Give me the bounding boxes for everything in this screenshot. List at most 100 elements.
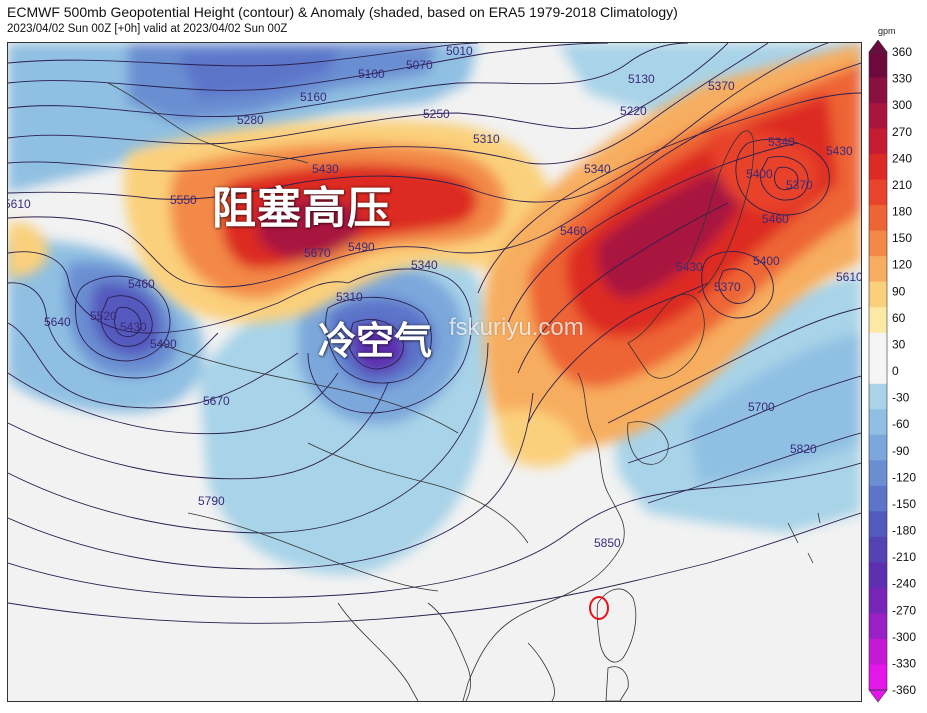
contour-label: 5670 (203, 394, 230, 408)
contour-label: 5670 (304, 246, 331, 260)
colorbar-segment (869, 52, 887, 79)
contour-label: 5370 (708, 79, 735, 93)
contour-labels: 5010 5070 5100 5160 5280 5250 5310 5430 … (8, 44, 861, 550)
positive-anomaly-shading (8, 43, 861, 467)
contour-label: 5460 (128, 277, 155, 291)
coastlines (107, 82, 821, 701)
colorbar-tick-label: 330 (892, 72, 912, 86)
colorbar: 360 330 300 270 240 210 180 150 120 90 60 30 0 -30 -60… (867, 39, 927, 708)
colorbar-tick-label: 60 (892, 311, 906, 325)
contour-label: 5460 (560, 224, 587, 238)
colorbar-tick-label: 0 (892, 364, 899, 378)
colorbar-tick-label: -150 (892, 497, 916, 511)
colorbar-min-arrow (868, 689, 888, 703)
contour-label: 5340 (584, 162, 611, 176)
height-contours (8, 43, 861, 624)
contour-label: 5430 (676, 260, 703, 274)
contour-label: 5310 (336, 290, 363, 304)
contour-label: 5430 (826, 144, 853, 158)
contour-label: 5010 (446, 44, 473, 58)
colorbar-segment (869, 256, 887, 283)
colorbar-segment (869, 154, 887, 181)
colorbar-segment (869, 434, 887, 461)
contour-label: 5430 (312, 162, 339, 176)
colorbar-segment (869, 281, 887, 308)
colorbar-segment (869, 307, 887, 334)
colorbar-tick-label: 360 (892, 45, 912, 59)
colorbar-tick-label: 30 (892, 337, 906, 351)
contour-label: 5490 (348, 240, 375, 254)
contour-label: 5400 (746, 167, 773, 181)
contour-label: 5220 (620, 104, 647, 118)
colorbar-tick-label: -120 (892, 470, 916, 484)
colorbar-tick-label: 120 (892, 258, 912, 272)
contour-label: 5160 (300, 90, 327, 104)
contour-label: 5460 (762, 212, 789, 226)
colorbar-tick-label: -240 (892, 577, 916, 591)
watermark: fskuriyu.com (449, 314, 584, 341)
colorbar-tick-label: 240 (892, 151, 912, 165)
colorbar-segment (869, 205, 887, 232)
colorbar-segment (869, 664, 887, 691)
colorbar-tick-label: 270 (892, 125, 912, 139)
chart-title: ECMWF 500mb Geopotential Height (contour… (7, 4, 678, 20)
red-circle-marker (589, 596, 609, 620)
colorbar-segment (869, 77, 887, 104)
colorbar-segment (869, 128, 887, 155)
colorbar-tick-label: 210 (892, 178, 912, 192)
colorbar-max-arrow (868, 39, 888, 53)
contour-label: 5790 (198, 494, 225, 508)
colorbar-tick-label: -210 (892, 550, 916, 564)
colorbar-segment (869, 613, 887, 640)
contour-label: 5610 (8, 197, 31, 211)
colorbar-tick-label: -300 (892, 630, 916, 644)
colorbar-segment (869, 562, 887, 589)
contour-label: 5700 (748, 400, 775, 414)
cold-air-label: 冷空气 (318, 319, 433, 363)
colorbar-tick-label: -270 (892, 603, 916, 617)
colorbar-tick-label: -90 (892, 444, 910, 458)
colorbar-tick-label: -330 (892, 656, 916, 670)
chart-subtitle: 2023/04/02 Sun 00Z [+0h] valid at 2023/0… (7, 23, 288, 35)
contour-label: 5070 (406, 58, 433, 72)
contour-label: 5340 (768, 135, 795, 149)
contour-label: 5640 (44, 315, 71, 329)
colorbar-border (868, 51, 888, 691)
colorbar-segment (869, 103, 887, 130)
contour-label: 5280 (237, 113, 264, 127)
contour-label: 5520 (90, 309, 117, 323)
colorbar-tick-label: -360 (892, 683, 916, 697)
contour-label: 5100 (358, 67, 385, 81)
colorbar-tick-label: 300 (892, 98, 912, 112)
colorbar-segment (869, 383, 887, 410)
contour-label: 5400 (753, 254, 780, 268)
contour-label: 5430 (120, 320, 147, 334)
blocking-high-label: 阻塞高压 (212, 183, 392, 234)
contour-label: 5370 (786, 178, 813, 192)
colorbar-segment (869, 409, 887, 436)
contour-label: 5550 (170, 193, 197, 207)
colorbar-tick-label: -180 (892, 524, 916, 538)
contour-label: 5490 (150, 337, 177, 351)
weather-map: 5010 5070 5100 5160 5280 5250 5310 5430 … (7, 42, 862, 702)
contour-label: 5340 (411, 258, 438, 272)
colorbar-segment (869, 332, 887, 359)
contour-label: 5250 (423, 107, 450, 121)
colorbar-segment (869, 179, 887, 206)
colorbar-tick-label: -60 (892, 417, 910, 431)
contour-label: 5610 (836, 270, 861, 284)
colorbar-segment (869, 358, 887, 385)
colorbar-segment (869, 460, 887, 487)
colorbar-segment (869, 536, 887, 563)
contour-label: 5130 (628, 72, 655, 86)
contour-label: 5820 (790, 442, 817, 456)
colorbar-tick-label: 180 (892, 205, 912, 219)
colorbar-tick-label: 90 (892, 284, 906, 298)
colorbar-segment (869, 587, 887, 614)
colorbar-segment (869, 638, 887, 665)
contour-label: 5370 (714, 280, 741, 294)
colorbar-tick-label: -30 (892, 391, 910, 405)
contour-label: 5850 (594, 536, 621, 550)
colorbar-segment (869, 485, 887, 512)
colorbar-segment (869, 511, 887, 538)
